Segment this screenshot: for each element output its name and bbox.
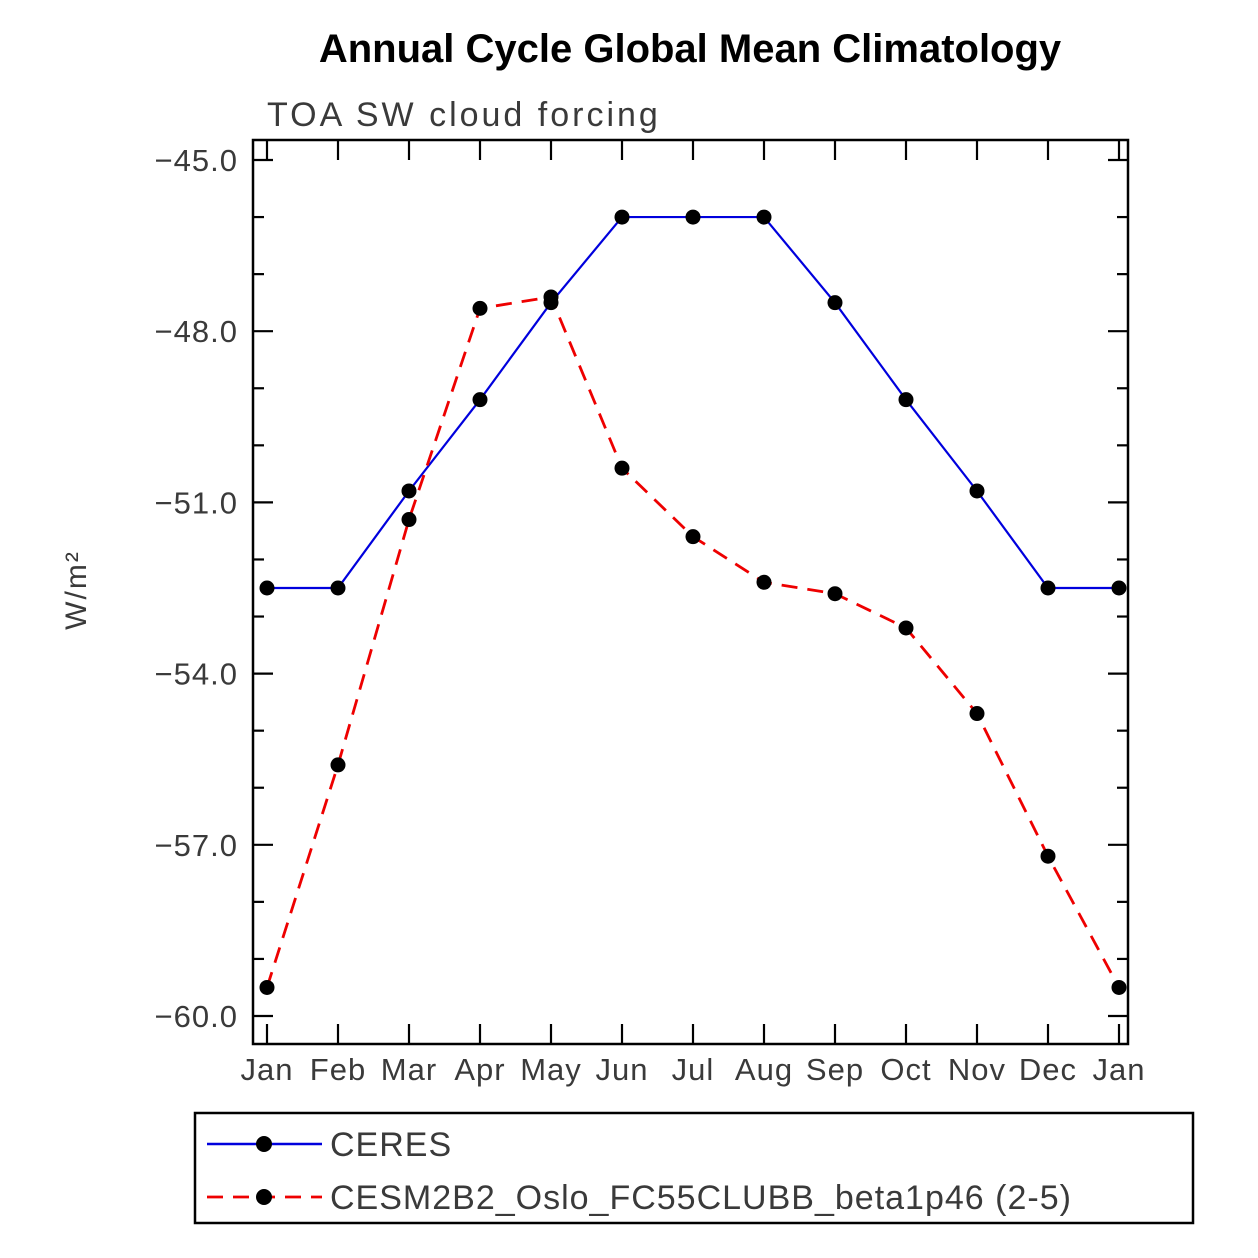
x-tick-label: Apr (454, 1052, 505, 1087)
data-point-marker-0 (969, 483, 985, 499)
x-tick-label: Jul (672, 1052, 715, 1087)
data-point-marker-1 (259, 979, 275, 995)
y-tick-label: −54.0 (155, 657, 238, 692)
y-tick-label: −48.0 (155, 314, 238, 349)
data-point-marker-1 (401, 512, 417, 528)
legend-label-ceres: CERES (330, 1126, 452, 1164)
legend-label-cesm: CESM2B2_Oslo_FC55CLUBB_beta1p46 (2-5) (330, 1179, 1072, 1217)
data-point-marker-0 (614, 209, 630, 225)
data-point-marker-0 (898, 392, 914, 408)
x-tick-label: Oct (880, 1052, 931, 1087)
legend-marker-ceres (256, 1136, 272, 1152)
chart-title: Annual Cycle Global Mean Climatology (319, 27, 1062, 71)
data-point-marker-1 (472, 300, 488, 316)
y-tick-label: −57.0 (155, 828, 238, 863)
data-point-marker-1 (614, 460, 630, 476)
x-tick-label: Dec (1019, 1052, 1077, 1087)
data-point-marker-1 (330, 757, 346, 773)
x-tick-label: Jan (1093, 1052, 1146, 1087)
y-axis-label: W/m² (60, 550, 93, 630)
data-point-marker-0 (330, 580, 346, 596)
series-line-1 (265, 295, 1121, 989)
plot-frame (251, 138, 1130, 1046)
x-tick-label: Sep (806, 1052, 864, 1087)
data-point-marker-0 (756, 209, 772, 225)
legend-marker-cesm (256, 1189, 272, 1205)
legend: CERES CESM2B2_Oslo_FC55CLUBB_beta1p46 (2… (193, 1111, 1195, 1225)
x-tick-label: May (520, 1052, 582, 1087)
x-tick-label: Nov (948, 1052, 1006, 1087)
data-point-marker-0 (827, 295, 843, 311)
data-point-marker-0 (259, 580, 275, 596)
x-tick-label: Aug (735, 1052, 793, 1087)
data-point-marker-1 (898, 620, 914, 636)
data-point-marker-1 (969, 706, 985, 722)
data-point-marker-1 (1111, 979, 1127, 995)
data-point-marker-0 (685, 209, 701, 225)
y-tick-label: −45.0 (155, 143, 238, 178)
data-point-marker-0 (401, 483, 417, 499)
data-point-marker-1 (827, 586, 843, 602)
x-tick-label: Mar (381, 1052, 437, 1087)
y-tick-label: −51.0 (155, 485, 238, 520)
data-point-marker-1 (685, 529, 701, 545)
data-point-marker-0 (472, 392, 488, 408)
data-point-marker-1 (1040, 848, 1056, 864)
x-tick-label: Feb (310, 1052, 366, 1087)
legend-box (193, 1111, 1195, 1225)
x-tick-label: Jun (596, 1052, 649, 1087)
data-point-marker-0 (1111, 580, 1127, 596)
x-tick-label: Jan (241, 1052, 294, 1087)
data-point-marker-1 (543, 289, 559, 305)
data-point-marker-1 (756, 574, 772, 590)
plot-area: Jan Feb Mar Apr May Jun Jul Aug Sep Oct Nov Dec Jan−… (155, 138, 1146, 1087)
y-tick-label: −60.0 (155, 999, 238, 1034)
chart-subtitle: TOA SW cloud forcing (267, 96, 661, 134)
data-point-marker-0 (1040, 580, 1056, 596)
